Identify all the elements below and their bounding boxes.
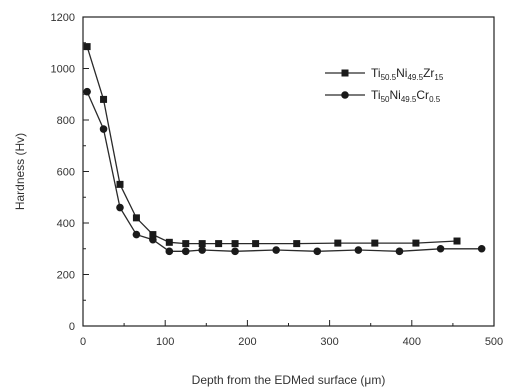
data-point [116, 180, 124, 188]
data-point [132, 214, 140, 222]
series-2 [83, 87, 486, 256]
data-point [116, 203, 124, 212]
data-point [132, 230, 141, 239]
x-axis-title: Depth from the EDMed surface (μm) [192, 373, 386, 387]
data-point [395, 247, 404, 256]
legend-item: Ti50Ni49.5Cr0.5 [325, 88, 441, 104]
data-point [371, 239, 379, 247]
y-tick-label: 1000 [51, 64, 75, 76]
x-tick-label: 200 [238, 336, 256, 348]
y-tick-label: 800 [57, 115, 75, 127]
legend-subscript: 50 [381, 95, 390, 104]
data-point [83, 87, 91, 96]
data-point [165, 238, 173, 246]
plot-area-border [82, 16, 495, 327]
legend-subscript: 15 [434, 73, 443, 82]
x-tick-label: 0 [80, 336, 86, 348]
legend-subscript: 50.5 [381, 73, 397, 82]
legend-element: Cr [416, 88, 429, 102]
legend-marker [341, 91, 349, 99]
series-1 [83, 43, 461, 248]
data-point [354, 246, 363, 254]
data-point [149, 235, 157, 244]
data-point [477, 244, 486, 253]
x-tick-label: 400 [403, 336, 421, 348]
legend-element: Ti [371, 66, 381, 80]
legend-element: Zr [423, 66, 434, 80]
series-line [86, 46, 458, 245]
legend-label: Ti50Ni49.5Cr0.5 [371, 88, 441, 104]
y-axis-title: Hardness (Hv) [13, 133, 27, 210]
data-point [100, 95, 108, 103]
plot-frame [82, 16, 495, 327]
y-tick-label: 0 [69, 321, 75, 333]
data-point [99, 125, 108, 133]
legend-marker [341, 69, 349, 77]
y-tick-label: 200 [57, 270, 75, 282]
legend-subscript: 0.5 [429, 95, 441, 104]
data-point [182, 240, 190, 248]
data-point [198, 240, 206, 248]
legend-element: Ti [371, 88, 381, 102]
data-point [272, 246, 280, 254]
x-axis: 0 100 200 300 400 500 [80, 320, 503, 348]
data-point [215, 240, 223, 248]
x-tick-label: 300 [320, 336, 338, 348]
legend-element: Ni [389, 88, 400, 102]
x-tick-label: 500 [485, 336, 503, 348]
data-point [181, 247, 190, 256]
y-tick-label: 1200 [51, 12, 75, 24]
data-point [165, 247, 174, 256]
legend-subscript: 49.5 [401, 95, 417, 104]
y-tick-label: 600 [57, 167, 75, 179]
data-point [334, 239, 342, 247]
y-tick-label: 400 [57, 218, 75, 230]
x-tick-label: 100 [156, 336, 174, 348]
data-point [231, 240, 239, 248]
data-point [83, 43, 91, 51]
legend-label: Ti50.5Ni49.5Zr15 [371, 66, 444, 82]
legend-subscript: 49.5 [407, 73, 423, 82]
data-point [436, 244, 445, 253]
legend-item: Ti50.5Ni49.5Zr15 [325, 66, 444, 82]
y-axis: 0 200 400 600 800 1000 1200 [51, 12, 89, 333]
data-point [231, 247, 239, 256]
data-point [198, 246, 206, 254]
data-point [149, 231, 157, 239]
data-point [293, 240, 301, 248]
series-layer [83, 43, 486, 256]
data-point [313, 247, 322, 256]
data-point [412, 239, 420, 247]
legend-element: Ni [396, 66, 407, 80]
data-point [252, 240, 260, 248]
data-point [453, 237, 461, 245]
